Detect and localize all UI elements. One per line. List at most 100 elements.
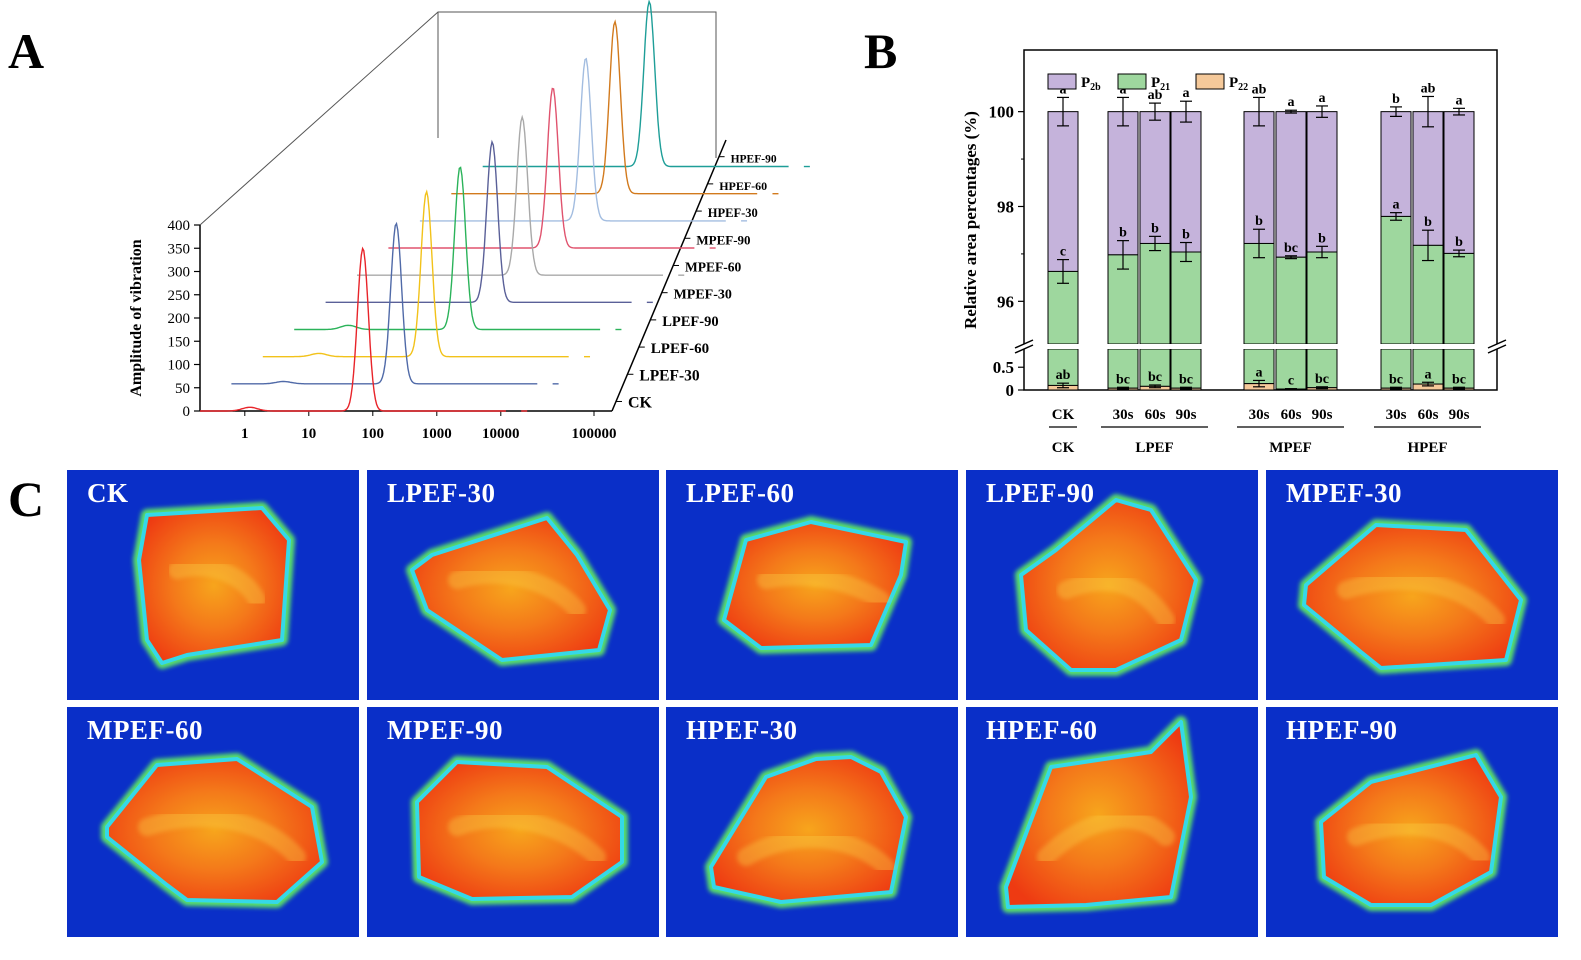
depth-label-mpef-60: MPEF-60	[685, 259, 741, 274]
curve-mpef-90	[388, 87, 695, 249]
mri-highlight	[138, 809, 306, 866]
mri-image	[367, 707, 659, 937]
curve-lpef-90	[294, 166, 601, 331]
mri-sample	[410, 516, 612, 662]
x-tick-label: 10	[301, 426, 316, 442]
relative-area-stacked-bar-chart: acababbcabbbcabbcabbaabccabbcbabcabbaabb…	[961, 49, 1511, 456]
bar-p21-upper	[1139, 242, 1171, 345]
axis-break-mark	[1014, 339, 1034, 349]
panel-label-b: B	[864, 23, 898, 79]
mri-image	[666, 707, 958, 937]
letter-p22: a	[1425, 367, 1432, 382]
letter-p21: b	[1255, 214, 1263, 229]
y-axis-title: Relative area percentages (%)	[961, 111, 980, 329]
t2-distribution-3d-chart: 0 50 100 150 200 250 300 350 400 Amplitude of vib…	[128, 0, 810, 442]
bar-p21-upper	[1107, 254, 1139, 345]
category-label: 90s	[1176, 407, 1197, 423]
mri-image	[666, 470, 958, 700]
mri-label: LPEF-90	[986, 478, 1095, 508]
group-label-lpef: LPEF	[1135, 440, 1173, 456]
y-tick-label: 400	[168, 218, 191, 234]
legend-label-p22: P22	[1229, 75, 1248, 93]
depth-label-hpef-30: HPEF-30	[708, 206, 758, 220]
letter-p22: bc	[1179, 372, 1193, 387]
letter-p21: b	[1455, 235, 1463, 250]
axis-break-mark	[1487, 339, 1507, 349]
mri-label: HPEF-90	[1286, 715, 1398, 745]
letter-p2b: a	[1120, 82, 1127, 97]
mri-tile-mpef-30: MPEF-30	[1266, 470, 1558, 700]
category-label: 90s	[1449, 407, 1470, 423]
mri-highlight	[757, 567, 890, 609]
letter-p2b: a	[1183, 86, 1190, 101]
x-tick-label: 100000	[572, 426, 617, 442]
y-tick-label: 100	[168, 358, 191, 374]
letter-p21: b	[1182, 228, 1190, 243]
depth-label-hpef-90: HPEF-90	[731, 154, 777, 166]
category-label: 60s	[1145, 407, 1166, 423]
y-tick-label: 50	[175, 381, 190, 397]
y-tick-label: 350	[168, 241, 191, 257]
mri-tile-lpef-90: LPEF-90	[966, 470, 1258, 700]
mri-tile-mpef-90: MPEF-90	[367, 707, 659, 937]
letter-p22: bc	[1452, 372, 1466, 387]
mri-image	[1266, 707, 1558, 937]
bar-p21-lower	[1412, 348, 1444, 385]
bar-p2b	[1047, 111, 1079, 272]
mri-image	[1266, 470, 1558, 700]
y-tick-label: 100	[989, 103, 1015, 122]
x-tick-label: 1	[241, 426, 249, 442]
mri-tile-hpef-60: HPEF-60	[966, 707, 1258, 937]
group-label-mpef: MPEF	[1269, 440, 1312, 456]
bar-p21-lower	[1170, 348, 1202, 389]
y-tick-label: 0	[1006, 381, 1015, 400]
depth-label-lpef-30: LPEF-30	[639, 367, 700, 384]
mri-sample	[105, 757, 324, 904]
category-label: 30s	[1113, 407, 1134, 423]
y-axis-title: Amplitude of vibration	[128, 239, 145, 396]
category-label: 60s	[1418, 407, 1439, 423]
mri-label: CK	[87, 478, 129, 508]
curve-mpef-30	[325, 139, 632, 303]
mri-label: HPEF-30	[686, 715, 798, 745]
mri-image	[67, 470, 359, 700]
bar-p21-upper	[1243, 242, 1275, 345]
curve-hpef-90	[482, 0, 789, 168]
curve-lpef-30	[231, 221, 538, 385]
bar-p21-upper	[1443, 252, 1475, 345]
mri-image	[966, 470, 1258, 700]
letter-p2b: ab	[1421, 81, 1436, 96]
letter-p21: c	[1060, 245, 1066, 260]
bar-p2b	[1306, 111, 1338, 253]
panel-label-c: C	[8, 471, 45, 527]
mri-highlight	[1347, 817, 1490, 866]
curve-ck	[200, 246, 506, 412]
category-label: CK	[1052, 407, 1075, 423]
y-tick-label: 200	[168, 311, 191, 327]
letter-p22: bc	[1389, 372, 1403, 387]
depth-label-ck: CK	[628, 394, 653, 411]
depth-label-mpef-90: MPEF-90	[696, 232, 750, 247]
legend-swatch-p22	[1195, 73, 1225, 90]
mri-sample	[137, 506, 291, 665]
bar-p2b	[1243, 111, 1275, 244]
depth-label-lpef-60: LPEF-60	[651, 341, 709, 357]
mri-label: MPEF-60	[87, 715, 203, 745]
bar-p21-upper	[1170, 251, 1202, 345]
depth-axis	[611, 139, 727, 412]
bar-p21-lower	[1275, 348, 1307, 390]
mri-highlight	[1057, 573, 1175, 629]
mri-image	[367, 470, 659, 700]
letter-p2b: a	[1456, 93, 1463, 108]
bar-p2b	[1412, 111, 1444, 246]
mri-label: LPEF-30	[387, 478, 496, 508]
mri-image	[966, 707, 1258, 937]
category-label: 90s	[1312, 407, 1333, 423]
bar-p2b	[1139, 111, 1171, 244]
letter-p22: bc	[1315, 372, 1329, 387]
x-tick-label: 10000	[482, 426, 520, 442]
letter-p2b: a	[1319, 91, 1326, 106]
mri-label: HPEF-60	[986, 715, 1098, 745]
mri-label: LPEF-60	[686, 478, 795, 508]
bar-p21-upper	[1412, 244, 1444, 345]
